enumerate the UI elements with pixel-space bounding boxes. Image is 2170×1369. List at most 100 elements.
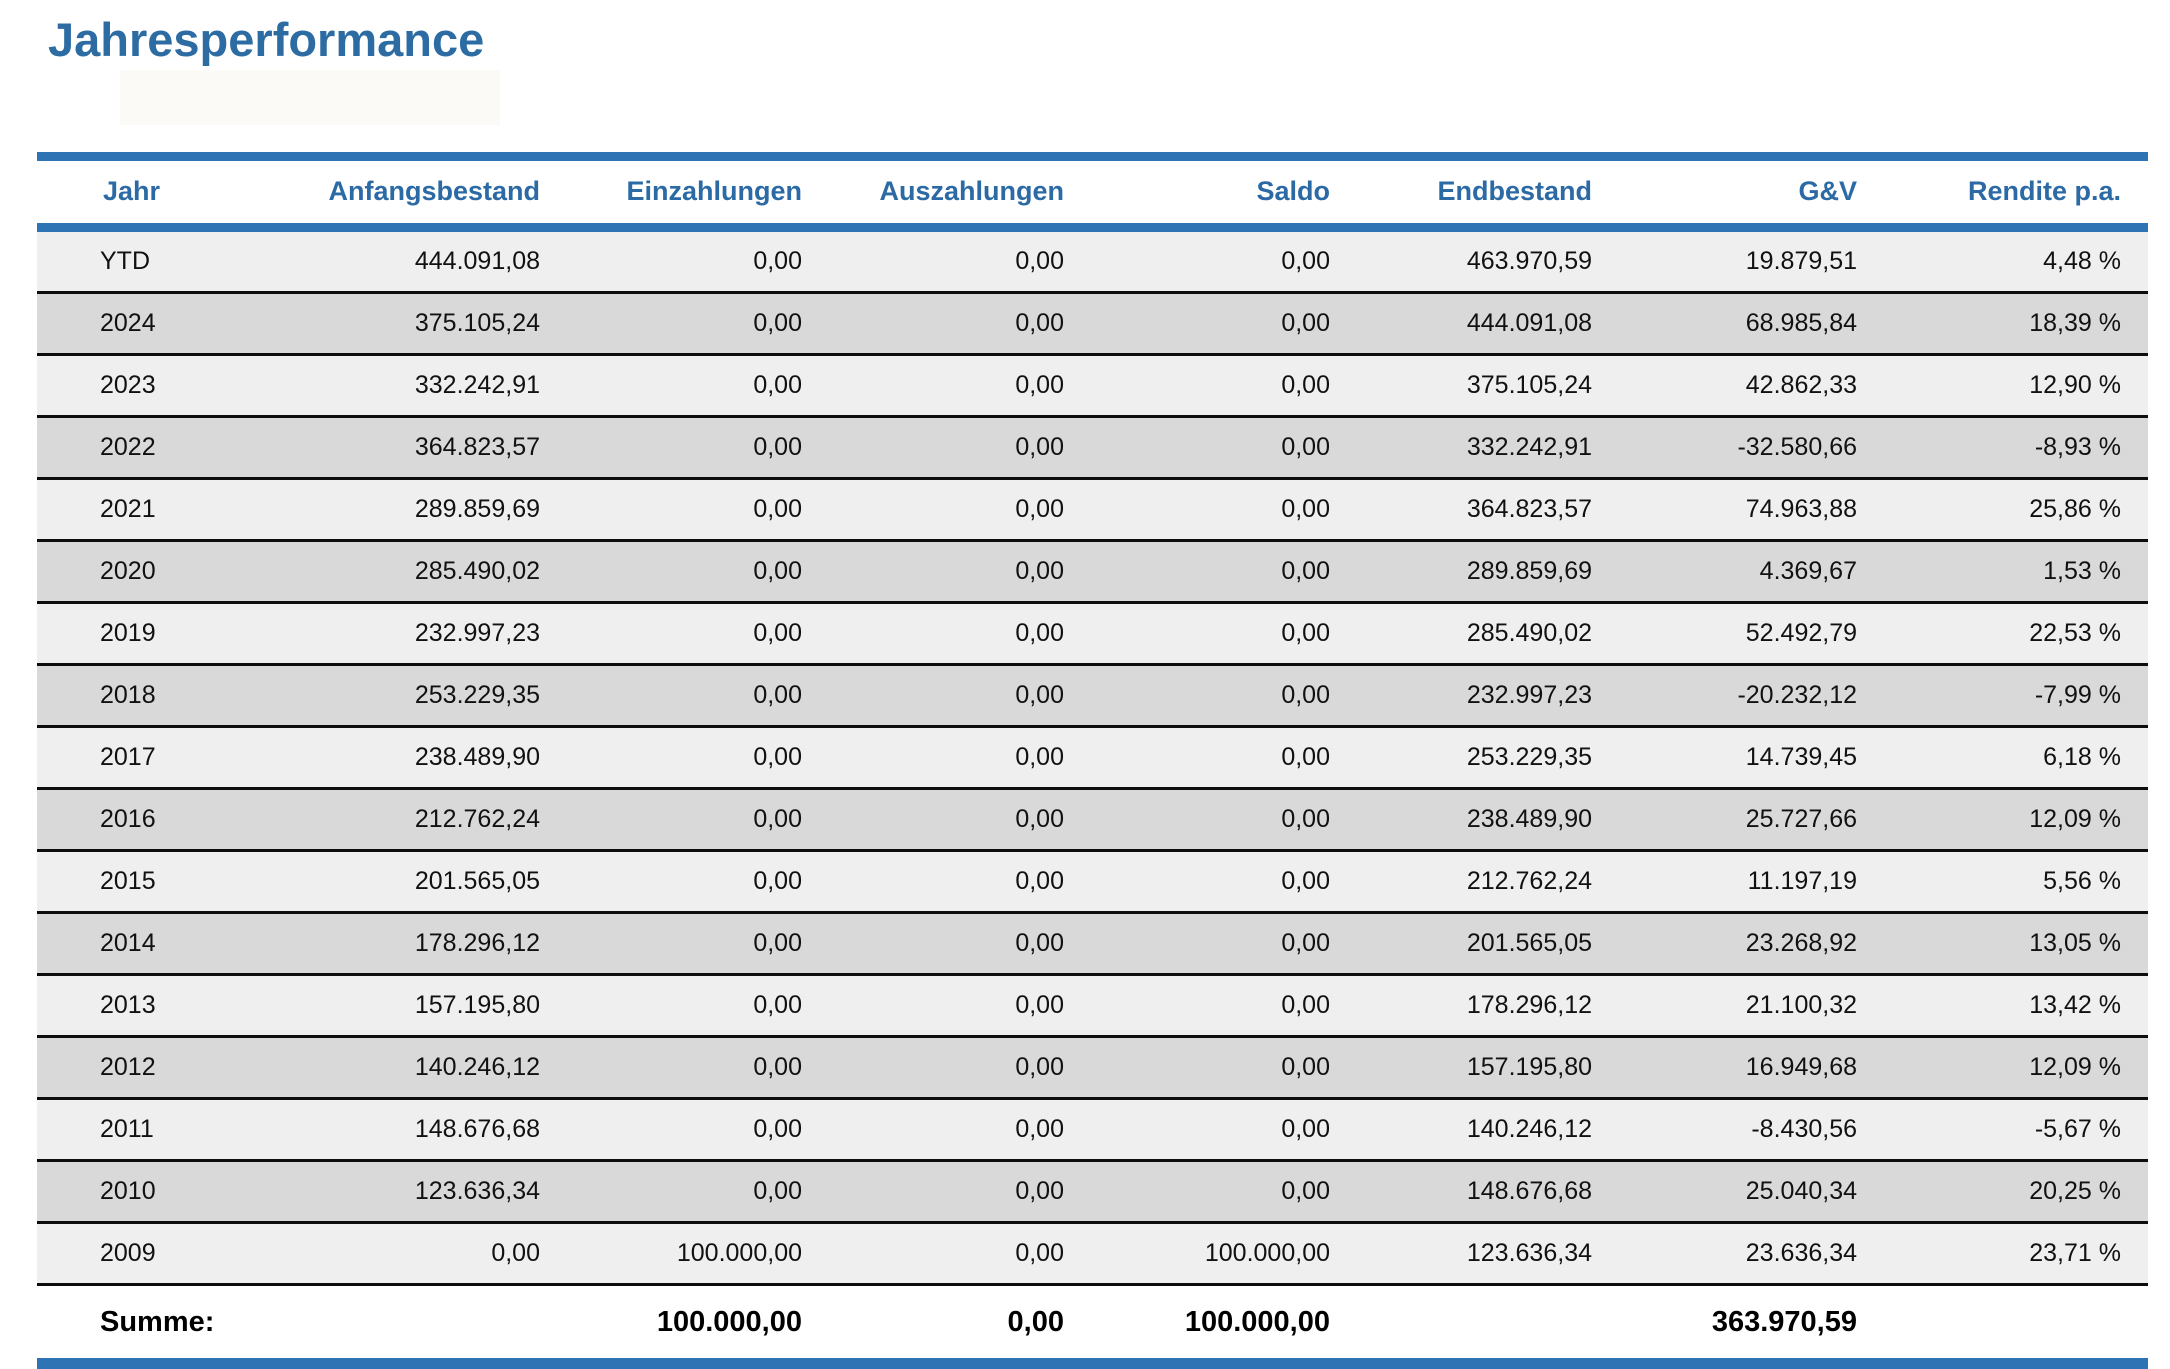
- cell-guv: -8.430,56: [1751, 1115, 1857, 1143]
- cell-rendite: 6,18 %: [2043, 743, 2121, 771]
- cell-endbestand: 178.296,12: [1466, 991, 1592, 1019]
- cell-saldo: 0,00: [1281, 433, 1330, 461]
- cell-einzahlungen: 100.000,00: [676, 1239, 802, 1267]
- cell-saldo: 0,00: [1281, 805, 1330, 833]
- cell-guv: -32.580,66: [1737, 433, 1857, 461]
- summary-einzahlungen: 100.000,00: [656, 1305, 802, 1338]
- cell-rendite: 1,53 %: [2043, 557, 2121, 585]
- cell-auszahlungen: 0,00: [1015, 247, 1064, 275]
- cell-guv: 14.739,45: [1745, 743, 1857, 771]
- cell-auszahlungen: 0,00: [1015, 1115, 1064, 1143]
- background-artifact: [120, 70, 500, 125]
- table-row-2023: 2023 332.242,91 0,00 0,00 0,00 375.105,24 42.8…: [37, 354, 2148, 417]
- cell-jahr: 2011: [100, 1115, 154, 1143]
- cell-endbestand: 444.091,08: [1466, 309, 1592, 337]
- cell-guv: 25.040,34: [1745, 1177, 1857, 1205]
- cell-saldo: 0,00: [1281, 1177, 1330, 1205]
- table-row-2011: 2011 148.676,68 0,00 0,00 0,00 140.246,12 -8.4…: [37, 1098, 2148, 1161]
- cell-einzahlungen: 0,00: [753, 247, 802, 275]
- cell-endbestand: 289.859,69: [1466, 557, 1592, 585]
- cell-anfangsbestand: 123.636,34: [414, 1177, 540, 1205]
- cell-guv: 74.963,88: [1745, 495, 1857, 523]
- summary-row: Summe: 100.000,00 0,00 100.000,00 363.97…: [37, 1284, 2148, 1364]
- cell-auszahlungen: 0,00: [1015, 371, 1064, 399]
- cell-jahr: 2023: [100, 371, 156, 399]
- cell-rendite: 12,90 %: [2029, 371, 2121, 399]
- cell-einzahlungen: 0,00: [753, 371, 802, 399]
- cell-jahr: 2024: [100, 309, 156, 337]
- header-row: Jahr Anfangsbestand Einzahlungen Auszahl…: [37, 156, 2148, 228]
- table-row-2009: 2009 0,00 100.000,00 0,00 100.000,00 123.636,…: [37, 1222, 2148, 1285]
- cell-guv: 68.985,84: [1745, 309, 1857, 337]
- cell-jahr: 2021: [100, 495, 156, 523]
- cell-endbestand: 201.565,05: [1466, 929, 1592, 957]
- cell-rendite: -8,93 %: [2034, 433, 2121, 461]
- cell-rendite: -7,99 %: [2034, 681, 2121, 709]
- column-header-jahr: Jahr: [103, 176, 161, 206]
- column-header-endbestand: Endbestand: [1437, 176, 1592, 206]
- cell-jahr: 2013: [100, 991, 156, 1019]
- cell-endbestand: 463.970,59: [1466, 247, 1592, 275]
- cell-jahr: 2014: [100, 929, 156, 957]
- cell-endbestand: 157.195,80: [1466, 1053, 1592, 1081]
- cell-saldo: 0,00: [1281, 557, 1330, 585]
- cell-einzahlungen: 0,00: [753, 1053, 802, 1081]
- cell-auszahlungen: 0,00: [1015, 681, 1064, 709]
- cell-einzahlungen: 0,00: [753, 433, 802, 461]
- page-title: Jahresperformance: [48, 13, 485, 66]
- column-header-guv: G&V: [1798, 176, 1857, 206]
- summary-endbestand: [1330, 1285, 1592, 1364]
- cell-anfangsbestand: 157.195,80: [414, 991, 540, 1019]
- cell-auszahlungen: 0,00: [1015, 867, 1064, 895]
- cell-anfangsbestand: 375.105,24: [414, 309, 540, 337]
- cell-guv: 11.197,19: [1747, 867, 1857, 895]
- summary-rendite: [1857, 1285, 2148, 1364]
- cell-saldo: 0,00: [1281, 309, 1330, 337]
- cell-rendite: 22,53 %: [2029, 619, 2121, 647]
- cell-saldo: 0,00: [1281, 743, 1330, 771]
- cell-jahr: 2009: [100, 1239, 156, 1267]
- table-row-2021: 2021 289.859,69 0,00 0,00 0,00 364.823,57 74.9…: [37, 478, 2148, 541]
- cell-rendite: 25,86 %: [2029, 495, 2121, 523]
- table-row-2024: 2024 375.105,24 0,00 0,00 0,00 444.091,08 68.9…: [37, 292, 2148, 355]
- table-row-2022: 2022 364.823,57 0,00 0,00 0,00 332.242,91 -32.…: [37, 416, 2148, 479]
- cell-einzahlungen: 0,00: [753, 867, 802, 895]
- cell-jahr: 2016: [100, 805, 156, 833]
- cell-einzahlungen: 0,00: [753, 1177, 802, 1205]
- cell-guv: 23.268,92: [1745, 929, 1857, 957]
- table-row-2020: 2020 285.490,02 0,00 0,00 0,00 289.859,69 4.36…: [37, 540, 2148, 603]
- table-row-2013: 2013 157.195,80 0,00 0,00 0,00 178.296,12 21.1…: [37, 974, 2148, 1037]
- cell-auszahlungen: 0,00: [1015, 1177, 1064, 1205]
- cell-rendite: 13,42 %: [2029, 991, 2121, 1019]
- cell-auszahlungen: 0,00: [1015, 929, 1064, 957]
- cell-guv: 23.636,34: [1745, 1239, 1857, 1267]
- cell-einzahlungen: 0,00: [753, 929, 802, 957]
- cell-rendite: 13,05 %: [2029, 929, 2121, 957]
- cell-anfangsbestand: 253.229,35: [414, 681, 540, 709]
- cell-auszahlungen: 0,00: [1015, 619, 1064, 647]
- cell-guv: 4.369,67: [1759, 557, 1857, 585]
- table-row-2012: 2012 140.246,12 0,00 0,00 0,00 157.195,80 16.9…: [37, 1036, 2148, 1099]
- cell-saldo: 0,00: [1281, 991, 1330, 1019]
- cell-saldo: 0,00: [1281, 1115, 1330, 1143]
- cell-endbestand: 232.997,23: [1466, 681, 1592, 709]
- cell-auszahlungen: 0,00: [1015, 557, 1064, 585]
- cell-endbestand: 332.242,91: [1466, 433, 1592, 461]
- summary-guv: 363.970,59: [1711, 1305, 1857, 1338]
- column-header-rendite: Rendite p.a.: [1967, 176, 2121, 206]
- cell-auszahlungen: 0,00: [1015, 1239, 1064, 1267]
- cell-einzahlungen: 0,00: [753, 495, 802, 523]
- cell-jahr: 2018: [100, 681, 156, 709]
- cell-einzahlungen: 0,00: [753, 681, 802, 709]
- column-header-auszahlungen: Auszahlungen: [879, 176, 1064, 206]
- cell-guv: 19.879,51: [1745, 247, 1857, 275]
- cell-saldo: 0,00: [1281, 681, 1330, 709]
- cell-endbestand: 364.823,57: [1466, 495, 1592, 523]
- column-header-saldo: Saldo: [1256, 176, 1330, 206]
- cell-anfangsbestand: 332.242,91: [414, 371, 540, 399]
- cell-auszahlungen: 0,00: [1015, 991, 1064, 1019]
- cell-anfangsbestand: 212.762,24: [414, 805, 540, 833]
- cell-guv: -20.232,12: [1737, 681, 1857, 709]
- table-row-2010: 2010 123.636,34 0,00 0,00 0,00 148.676,68 25.0…: [37, 1160, 2148, 1223]
- cell-auszahlungen: 0,00: [1015, 805, 1064, 833]
